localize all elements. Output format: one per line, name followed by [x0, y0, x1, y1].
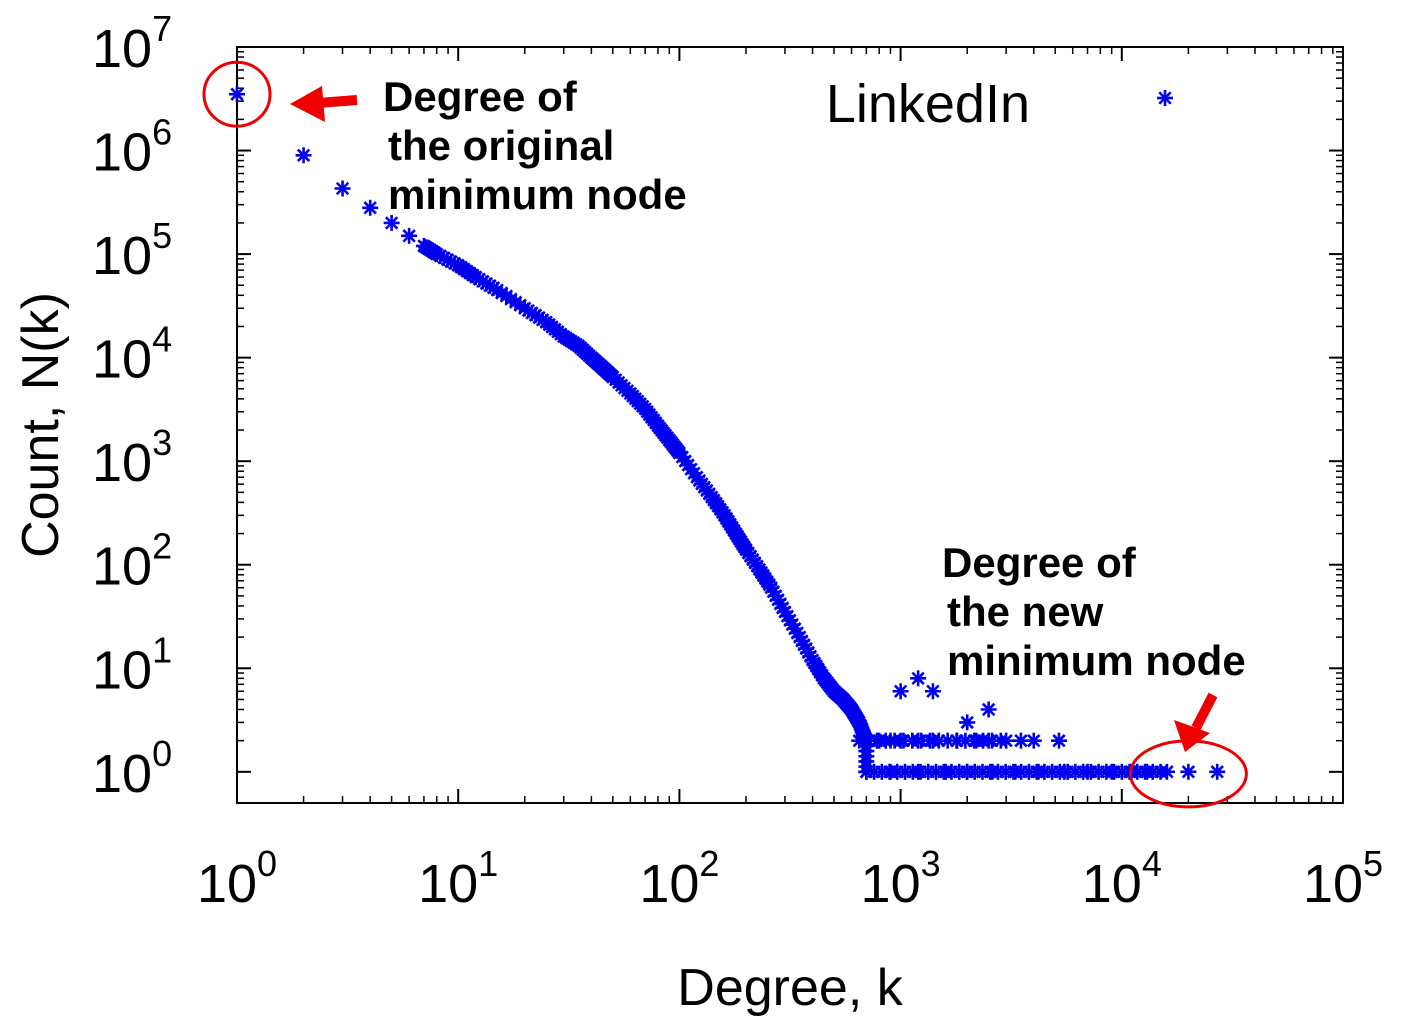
- data-point: [362, 199, 379, 216]
- data-point: [1025, 732, 1042, 749]
- y-tick-label: 102: [92, 526, 172, 597]
- legend: LinkedIn: [826, 74, 1173, 134]
- legend-label: LinkedIn: [826, 74, 1030, 134]
- x-axis-title: Degree, k: [677, 959, 903, 1017]
- data-point: [1050, 732, 1067, 749]
- data-point: [512, 297, 529, 314]
- plot-frame: [236, 46, 1344, 804]
- data-point: [229, 86, 245, 103]
- data-point: [1209, 763, 1226, 780]
- data-points: [229, 86, 1226, 780]
- annotations: Degree of the original minimum node Degree …: [202, 60, 1248, 809]
- y-tick-label: 103: [92, 422, 172, 493]
- data-point: [992, 732, 1009, 749]
- y-axis-title: Count, N(k): [12, 292, 70, 558]
- legend-marker: [1157, 90, 1173, 106]
- data-point: [485, 279, 502, 296]
- y-tick-label: 105: [92, 215, 172, 286]
- x-tick-label: 103: [861, 843, 941, 914]
- data-point: [1152, 763, 1169, 780]
- x-tick-label: 102: [639, 843, 719, 914]
- data-point: [892, 683, 909, 700]
- data-point: [924, 683, 941, 700]
- data-point: [959, 714, 976, 731]
- y-axis-ticks: 100 101 102 103 104 105 106 107: [92, 8, 1343, 804]
- highlight-circle-original: [202, 60, 272, 128]
- annotation-arrow-shaft: [1191, 692, 1218, 731]
- plot-area: [236, 46, 1344, 804]
- data-point: [383, 214, 400, 231]
- legend-marker-asterisk: [1157, 90, 1173, 106]
- y-tick-label: 100: [92, 733, 172, 804]
- y-tick-label: 106: [92, 112, 172, 183]
- x-tick-label: 104: [1082, 843, 1162, 914]
- annotation-arrow-shaft: [317, 95, 358, 108]
- x-tick-label: 100: [197, 843, 277, 914]
- annotation-new-min: Degree of the new minimum node: [942, 539, 1246, 684]
- data-point: [980, 701, 997, 718]
- x-tick-label: 101: [418, 843, 498, 914]
- data-point: [910, 670, 927, 687]
- annotation-original-min: Degree of the original minimum node: [383, 73, 687, 218]
- x-axis-ticks: 100 101 102 103 104 105: [197, 47, 1383, 914]
- data-point: [1180, 763, 1197, 780]
- data-point: [401, 227, 418, 244]
- data-point: [334, 180, 351, 197]
- y-tick-label: 107: [92, 8, 172, 79]
- data-point: [295, 147, 312, 164]
- x-tick-label: 105: [1303, 843, 1383, 914]
- annotation-arrow-head: [1174, 720, 1210, 752]
- annotation-arrow-head: [290, 86, 325, 122]
- y-tick-label: 104: [92, 319, 172, 390]
- y-tick-label: 101: [92, 629, 172, 700]
